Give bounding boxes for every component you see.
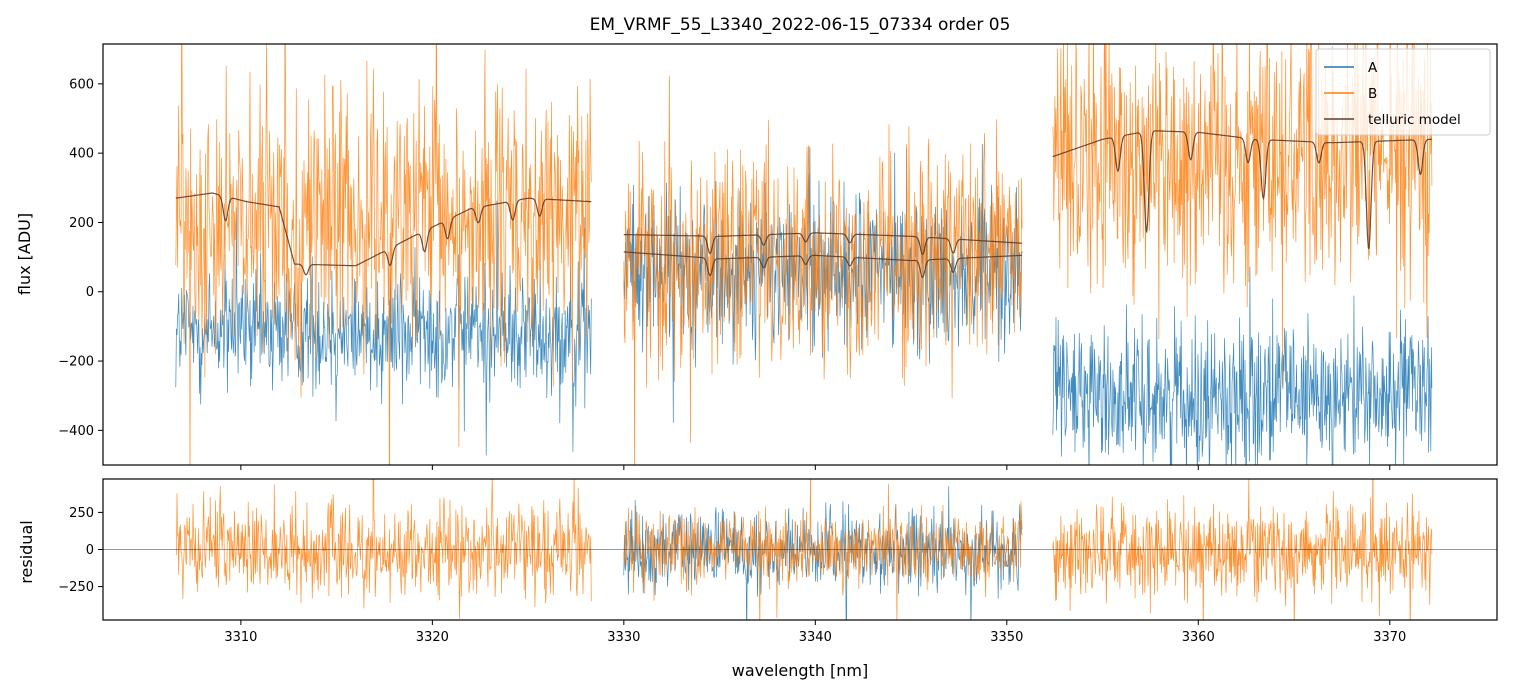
residual-series-group <box>103 479 1497 620</box>
telluric-lower-segment-1 <box>623 251 1023 279</box>
series-a-segment-3 <box>1052 266 1433 465</box>
legend: A B telluric model <box>1315 48 1491 136</box>
flux-ytick-label: 400 <box>69 147 94 162</box>
residual-ytick-label: −250 <box>58 580 94 595</box>
residual-b-segment-1 <box>175 479 592 620</box>
flux-y-ticks: −400 −200 0 200 400 600 <box>58 77 103 439</box>
telluric-upper-segment-1 <box>175 192 592 276</box>
telluric-upper-segment-2 <box>623 232 1023 256</box>
residual-y-ticks: −250 0 250 <box>58 506 103 595</box>
residual-ytick-label: 250 <box>69 506 94 521</box>
flux-panel: −400 −200 0 200 400 600 flux [ADU] <box>15 43 1498 470</box>
flux-y-axis-label: flux [ADU] <box>15 213 34 295</box>
flux-panel-frame <box>102 43 1498 466</box>
residual-xtick-label: 3350 <box>990 630 1023 645</box>
residual-y-axis-label: residual <box>17 520 36 583</box>
residual-xtick-label: 3370 <box>1373 630 1406 645</box>
residual-xtick-label: 3340 <box>799 630 832 645</box>
residual-b-segment-3 <box>1052 479 1433 620</box>
residual-x-ticks: 3310 3320 3330 3340 3350 3360 3370 <box>224 620 1406 645</box>
series-b-segment-1 <box>175 44 592 465</box>
residual-xtick-label: 3360 <box>1182 630 1215 645</box>
chart-title: EM_VRMF_55_L3340_2022-06-15_07334 order … <box>590 15 1011 35</box>
flux-series-group <box>175 44 1433 465</box>
flux-x-ticks <box>240 465 1391 470</box>
telluric-upper-segment-3 <box>1052 130 1432 250</box>
legend-label-a: A <box>1368 60 1378 76</box>
legend-label-b: B <box>1368 86 1377 102</box>
flux-ytick-label: 200 <box>69 216 94 231</box>
residual-xtick-label: 3310 <box>224 630 257 645</box>
flux-ytick-label: −400 <box>58 424 94 439</box>
flux-ytick-label: 0 <box>86 285 94 300</box>
series-b-segment-3 <box>1052 44 1433 387</box>
series-a-segment-1 <box>175 200 592 456</box>
residual-xtick-label: 3320 <box>416 630 449 645</box>
residual-xtick-label: 3330 <box>607 630 640 645</box>
legend-label-telluric: telluric model <box>1368 112 1461 128</box>
residual-ytick-label: 0 <box>86 543 94 558</box>
residual-panel: −250 0 250 3310 3320 3330 3340 3350 3360 3370 re… <box>17 478 1498 680</box>
flux-ytick-label: 600 <box>69 77 94 92</box>
residual-b-segment-2 <box>623 479 1023 620</box>
flux-ytick-label: −200 <box>58 355 94 370</box>
series-b-segment-2 <box>623 76 1023 465</box>
x-axis-label: wavelength [nm] <box>732 661 869 680</box>
legend-box <box>1315 48 1491 136</box>
